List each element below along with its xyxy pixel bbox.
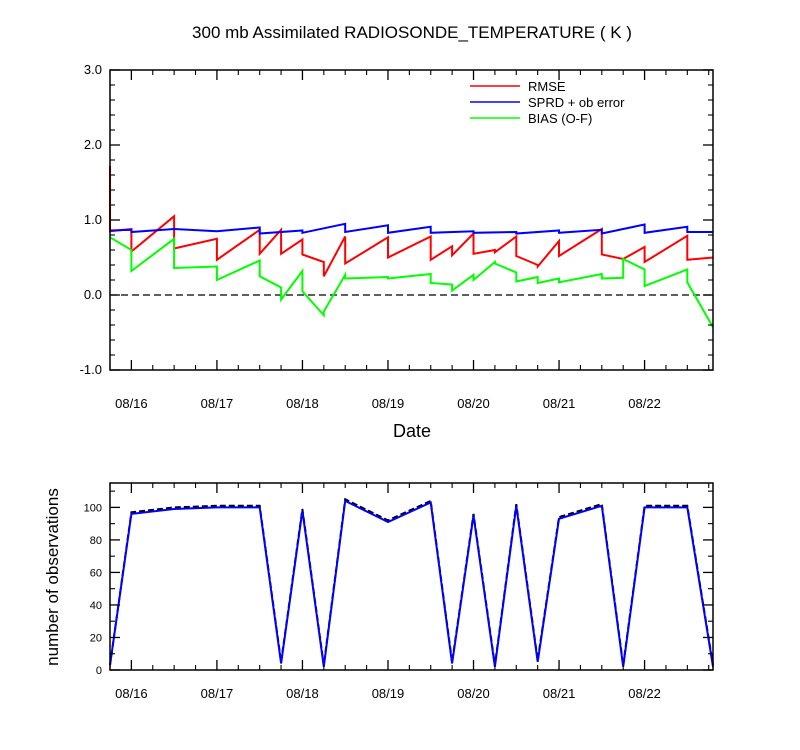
y-tick-label: 80 [90, 535, 102, 547]
x-tick-label: 08/21 [543, 686, 576, 701]
legend-label: BIAS (O-F) [528, 111, 592, 126]
x-tick-label: 08/20 [457, 396, 490, 411]
y-tick-label: 20 [90, 632, 102, 644]
x-tick-label: 08/19 [372, 396, 405, 411]
y-tick-label: 2.0 [84, 137, 102, 152]
y-tick-label: -1.0 [80, 362, 102, 377]
bottom-chart-ylabel: number of observations [43, 488, 62, 666]
legend-label: SPRD + ob error [528, 95, 625, 110]
y-tick-label: 60 [90, 567, 102, 579]
plot-frame [109, 482, 714, 671]
x-tick-label: 08/16 [115, 686, 148, 701]
y-tick-label: 40 [90, 600, 102, 612]
x-tick-label: 08/18 [286, 396, 319, 411]
x-tick-label: 08/21 [543, 396, 576, 411]
series-line-bias-o-f- [109, 236, 714, 328]
top-chart-plot: 08/16 08/17 08/18 08/19 08/20 08/21 08/22 -1.0 0… [80, 62, 714, 411]
bottom-chart-plot: 08/16 08/17 08/18 08/19 08/20 08/21 08/22 0 20 40… [84, 482, 714, 701]
top-chart-title: 300 mb Assimilated RADIOSONDE_TEMPERATUR… [192, 23, 632, 42]
plot-frame [109, 69, 714, 371]
x-tick-label: 08/17 [201, 396, 234, 411]
series-line-sprd-ob-error [109, 222, 713, 235]
y-tick-label: 100 [84, 502, 102, 514]
x-tick-label: 08/16 [115, 396, 148, 411]
x-tick-label: 08/20 [457, 686, 490, 701]
legend-label: RMSE [528, 79, 566, 94]
x-tick-label: 08/18 [286, 686, 319, 701]
x-tick-label: 08/17 [201, 686, 234, 701]
y-tick-label: 1.0 [84, 212, 102, 227]
x-tick-label: 08/22 [628, 686, 661, 701]
top-chart-xlabel: Date [393, 421, 431, 441]
y-tick-label: 3.0 [84, 62, 102, 77]
y-tick-label: 0.0 [84, 287, 102, 302]
series-line-assimilated-observations [109, 499, 714, 667]
x-tick-label: 08/22 [628, 396, 661, 411]
series-line-observations [109, 497, 714, 666]
y-tick-label: 0 [96, 665, 102, 677]
x-tick-label: 08/19 [372, 686, 405, 701]
